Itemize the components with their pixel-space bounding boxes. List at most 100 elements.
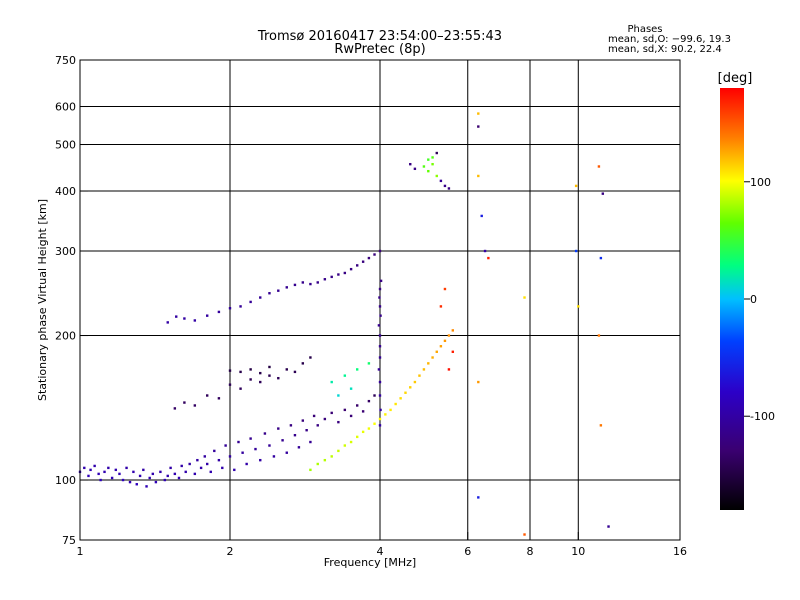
data-point bbox=[337, 394, 340, 397]
data-point bbox=[323, 278, 327, 281]
data-point bbox=[343, 271, 347, 275]
data-point bbox=[114, 468, 118, 472]
x-tick-label: 16 bbox=[673, 545, 687, 558]
data-point bbox=[451, 350, 455, 353]
y-tick-label: 200 bbox=[55, 330, 76, 343]
data-point bbox=[379, 279, 383, 283]
data-point bbox=[289, 424, 293, 427]
data-point bbox=[97, 472, 100, 476]
data-point bbox=[249, 300, 252, 304]
data-point bbox=[399, 397, 402, 400]
data-point bbox=[151, 472, 155, 476]
data-point bbox=[337, 420, 340, 424]
data-point bbox=[443, 184, 447, 188]
data-point bbox=[301, 281, 305, 284]
data-point bbox=[574, 184, 578, 188]
data-point bbox=[431, 156, 434, 159]
y-tick-label: 300 bbox=[55, 245, 76, 258]
data-point bbox=[285, 286, 288, 289]
data-point bbox=[378, 380, 382, 384]
data-point bbox=[188, 462, 191, 466]
y-tick-label: 750 bbox=[55, 54, 76, 67]
data-point bbox=[355, 368, 359, 371]
colorbar-label: [deg] bbox=[718, 71, 753, 86]
data-point bbox=[249, 368, 252, 371]
data-point bbox=[435, 350, 438, 353]
data-point bbox=[477, 112, 480, 115]
data-point bbox=[378, 356, 382, 359]
colorbar-tick-label: -100 bbox=[750, 410, 775, 423]
data-point bbox=[480, 214, 483, 218]
data-point bbox=[379, 314, 382, 317]
data-point bbox=[447, 334, 451, 337]
data-point bbox=[477, 380, 480, 384]
data-point bbox=[343, 374, 347, 377]
data-point bbox=[277, 289, 280, 292]
data-point bbox=[205, 394, 209, 397]
data-point bbox=[349, 414, 353, 418]
colorbar bbox=[720, 88, 744, 510]
data-point bbox=[205, 462, 209, 466]
phases-header: Phases bbox=[627, 24, 662, 35]
data-point bbox=[166, 474, 169, 478]
data-point bbox=[309, 468, 312, 472]
data-point bbox=[330, 275, 333, 279]
chart-subtitle: RwPretec (8p) bbox=[334, 42, 425, 57]
data-point bbox=[349, 387, 353, 390]
data-point bbox=[228, 307, 232, 310]
data-point bbox=[418, 374, 421, 377]
data-point bbox=[293, 433, 297, 437]
data-point bbox=[422, 165, 426, 168]
data-point bbox=[379, 408, 382, 412]
data-point bbox=[254, 447, 257, 451]
data-point bbox=[523, 296, 526, 299]
stats-o-line: mean, sd,O: −99.6, 19.3 bbox=[608, 34, 731, 45]
data-point bbox=[355, 404, 359, 407]
y-tick-label: 500 bbox=[55, 139, 76, 152]
data-point bbox=[443, 339, 447, 343]
data-point bbox=[389, 408, 392, 412]
data-point bbox=[281, 439, 284, 442]
data-point bbox=[316, 424, 319, 427]
data-point bbox=[285, 451, 288, 454]
data-point bbox=[577, 305, 580, 308]
data-point bbox=[138, 474, 142, 478]
data-point bbox=[193, 319, 197, 322]
data-point bbox=[83, 466, 86, 470]
data-point bbox=[239, 370, 242, 374]
x-axis-label: Frequency [MHz] bbox=[324, 556, 416, 569]
data-point bbox=[184, 470, 187, 474]
x-tick-label: 4 bbox=[377, 545, 384, 558]
data-point bbox=[394, 402, 397, 406]
data-point bbox=[435, 174, 438, 178]
data-point bbox=[228, 383, 232, 386]
colorbar-tick-label: 100 bbox=[750, 176, 771, 189]
data-point bbox=[87, 474, 90, 478]
data-point bbox=[355, 435, 359, 439]
data-points bbox=[78, 112, 610, 536]
data-point bbox=[107, 466, 110, 470]
data-point bbox=[330, 411, 333, 415]
data-point bbox=[373, 394, 376, 397]
data-point bbox=[367, 256, 371, 260]
data-point bbox=[89, 468, 92, 472]
data-point bbox=[177, 476, 181, 480]
data-point bbox=[378, 249, 382, 253]
data-point bbox=[224, 444, 227, 447]
y-axis-label: Stationary phase Virtual Height [km] bbox=[36, 199, 49, 401]
data-point bbox=[343, 444, 347, 447]
chart-title: Tromsø 20160417 23:54:00–23:55:43 bbox=[257, 29, 502, 44]
data-point bbox=[166, 321, 169, 324]
data-point bbox=[297, 446, 301, 449]
data-point bbox=[431, 162, 434, 166]
data-point bbox=[173, 472, 177, 476]
data-point bbox=[483, 249, 487, 253]
data-point bbox=[487, 256, 490, 260]
data-point bbox=[203, 455, 206, 458]
data-point bbox=[373, 422, 376, 425]
data-point bbox=[361, 430, 365, 434]
data-point bbox=[316, 281, 319, 284]
y-tick-label: 75 bbox=[62, 534, 76, 547]
data-point bbox=[209, 470, 212, 474]
